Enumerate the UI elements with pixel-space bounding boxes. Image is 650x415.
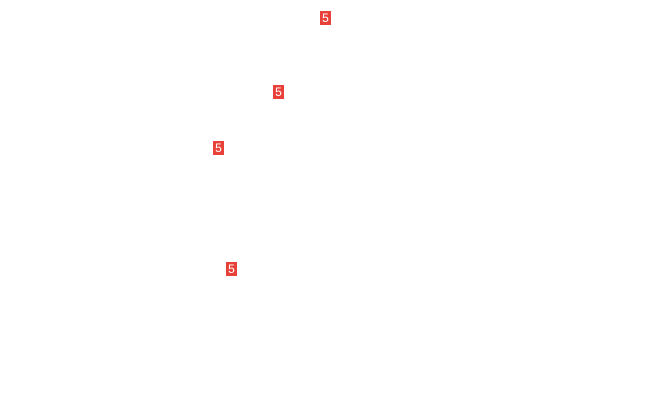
number-badge[interactable]: 5	[213, 141, 224, 155]
number-badge[interactable]: 5	[320, 11, 331, 25]
number-badge[interactable]: 5	[226, 262, 237, 276]
number-badge[interactable]: 5	[273, 85, 284, 99]
